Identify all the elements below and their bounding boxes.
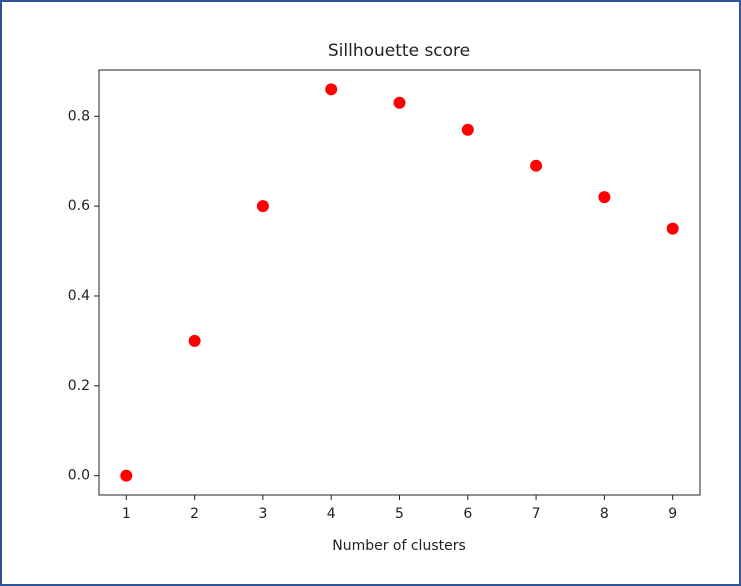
x-tick-label: 3	[258, 506, 267, 522]
point	[256, 200, 269, 213]
x-tick-label: 9	[668, 506, 677, 522]
point	[120, 469, 133, 482]
point	[461, 123, 474, 136]
point	[393, 96, 406, 109]
point	[666, 222, 679, 235]
y-tick-label: 0.8	[68, 108, 90, 124]
point	[188, 334, 201, 347]
point	[530, 159, 543, 172]
y-tick-label: 0.0	[68, 468, 90, 484]
point	[598, 191, 611, 204]
point	[325, 83, 338, 96]
x-tick-label: 4	[327, 506, 336, 522]
x-tick-label: 8	[600, 506, 609, 522]
chart-title: Sillhouette score	[328, 41, 470, 61]
x-tick-label: 1	[122, 506, 131, 522]
x-tick-label: 7	[532, 506, 541, 522]
y-tick-label: 0.4	[68, 288, 90, 304]
y-tick-label: 0.6	[68, 198, 90, 214]
x-tick-label: 2	[190, 506, 199, 522]
y-tick-label: 0.2	[68, 378, 90, 394]
x-tick-label: 6	[463, 506, 472, 522]
x-tick-label: 5	[395, 506, 404, 522]
x-axis-label: Number of clusters	[332, 538, 466, 554]
